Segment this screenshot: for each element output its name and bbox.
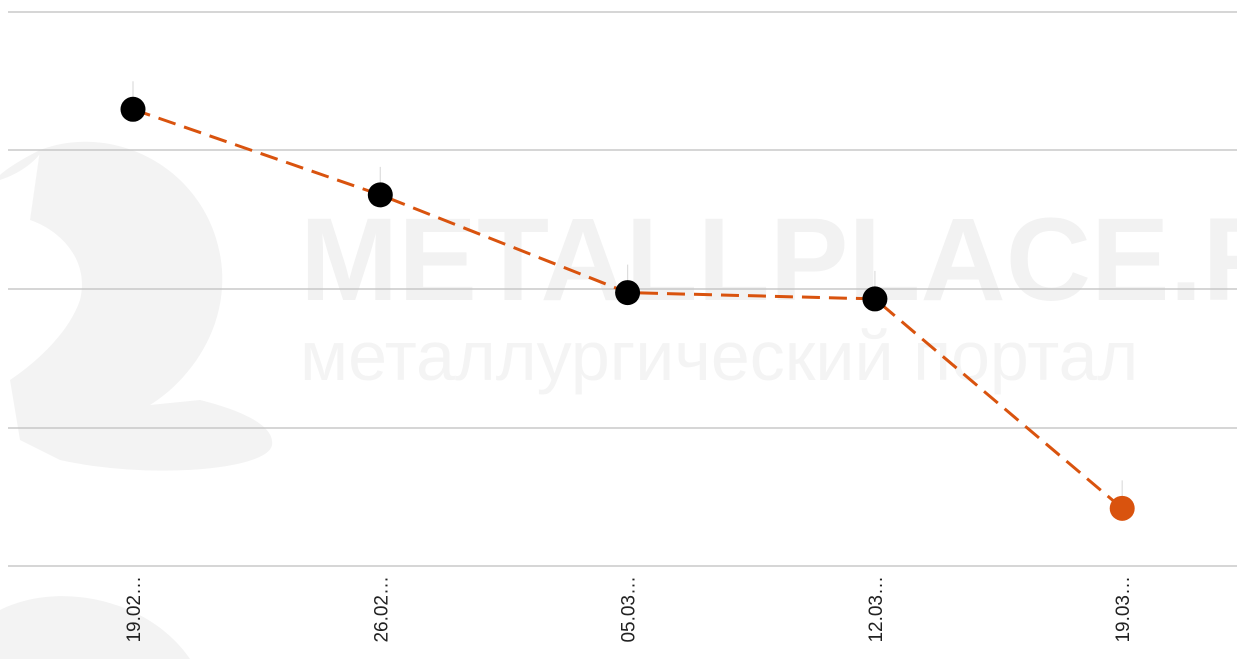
- x-tick-label: 12.03…: [866, 576, 887, 643]
- watermark-tagline: металлургический портал: [300, 317, 1138, 395]
- drop-lines: [132, 81, 1123, 499]
- grid: [8, 11, 1237, 567]
- data-point[interactable]: [367, 182, 393, 208]
- data-point[interactable]: [615, 280, 641, 306]
- watermark-brand: METALLPLACE.RU: [300, 194, 1237, 326]
- x-tick-label: 26.02…: [371, 576, 392, 643]
- data-point[interactable]: [862, 286, 888, 312]
- watermark: METALLPLACE.RU металлургический портал: [0, 141, 1237, 659]
- x-tick-label: 19.03…: [1113, 576, 1134, 643]
- points: [120, 96, 1135, 521]
- x-tick-label: 05.03…: [619, 576, 640, 643]
- ladle-icon: [0, 141, 273, 659]
- x-axis-ticks: 19.02… 26.02… 05.03… 12.03… 19.03…: [124, 576, 1134, 643]
- data-point[interactable]: [120, 96, 146, 122]
- x-tick-label: 19.02…: [124, 576, 145, 643]
- data-point[interactable]: [1109, 495, 1135, 521]
